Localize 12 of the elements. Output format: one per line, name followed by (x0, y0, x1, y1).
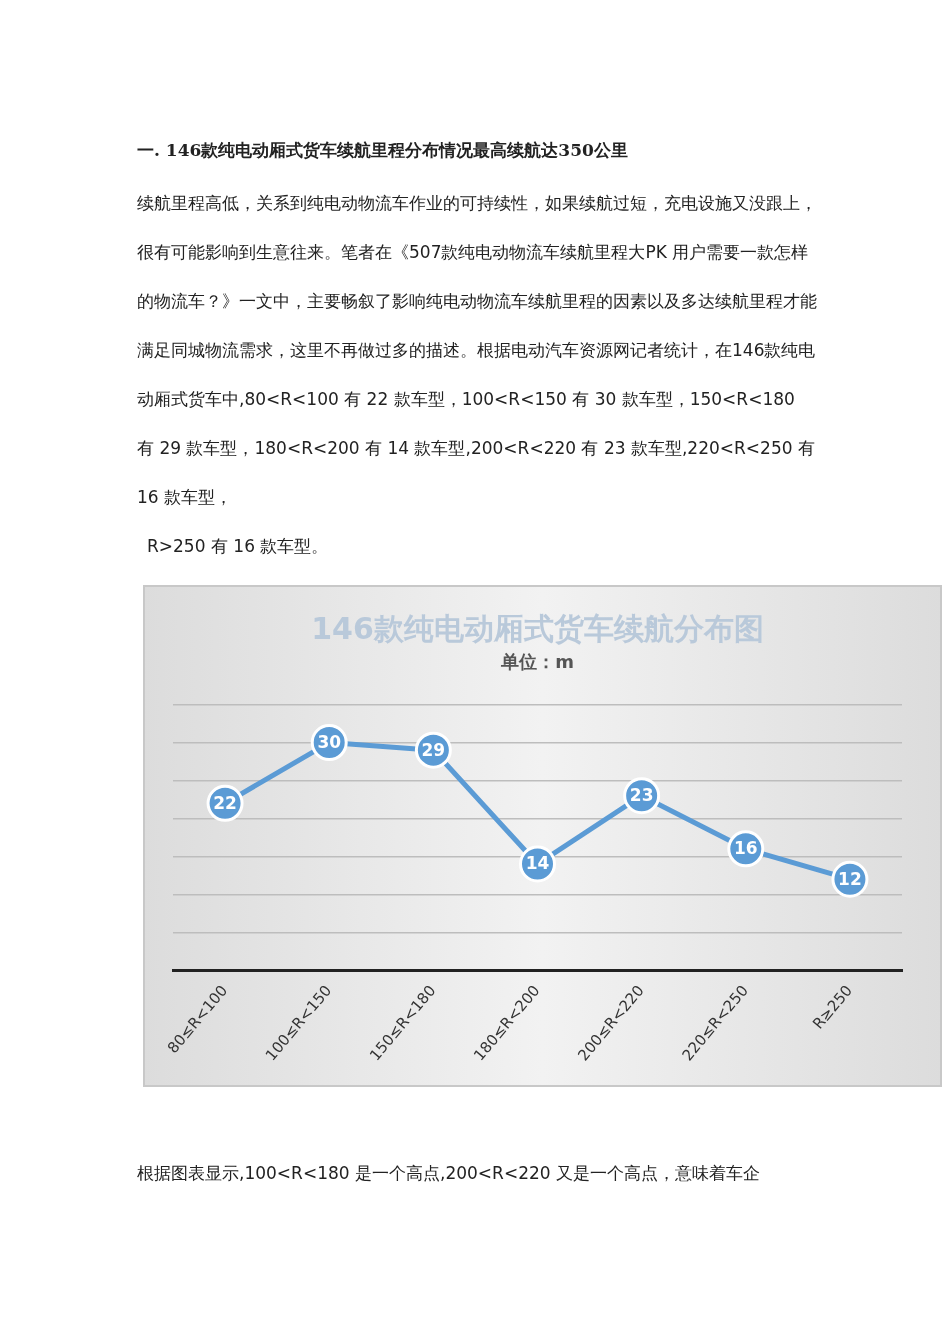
chart-subtitle: 单位：m (500, 651, 574, 673)
data-label: 30 (317, 731, 342, 752)
data-label: 12 (838, 868, 862, 889)
data-label: 22 (213, 792, 237, 813)
data-label: 23 (629, 785, 654, 806)
text: R>250 有 16 款车型。 (146, 535, 330, 558)
text: 根据图表显示,100<R<180 是一个高点,200<R<220 又是一个高点，意味着车企 (137, 1162, 761, 1185)
data-label: 29 (421, 739, 446, 760)
data-label: 16 (733, 838, 758, 859)
text: 续航里程高低，关系到纯电动物流车作业的可持续性，如果续航过短，充电设施又没跟上，很有可能影响到生意往来。笔者在《507款纯电动物流车续航里程大PK 用户需要一款怎样的物流车？》一文中，主要畅叙了影响纯电动物流车续航里程的因素以及多达续航里程才能满足同城物流需求，这里不再做过多的描述。根据电动汽车资源网记者统计，在146款纯电动厢式货车中,80<R<100 有 22 款车型，100<R<150 有 30 款车型，150<R<180 有 29 款车型，180<R<200 有 14 款车型,200<R<220 有 23 款车型,220<R<250 有 16 款车型， (137, 193, 817, 507)
data-label: 14 (525, 853, 550, 874)
text: 一. 146款纯电动厢式货车续航里程分布情况最高续航达350公里 (137, 139, 629, 162)
